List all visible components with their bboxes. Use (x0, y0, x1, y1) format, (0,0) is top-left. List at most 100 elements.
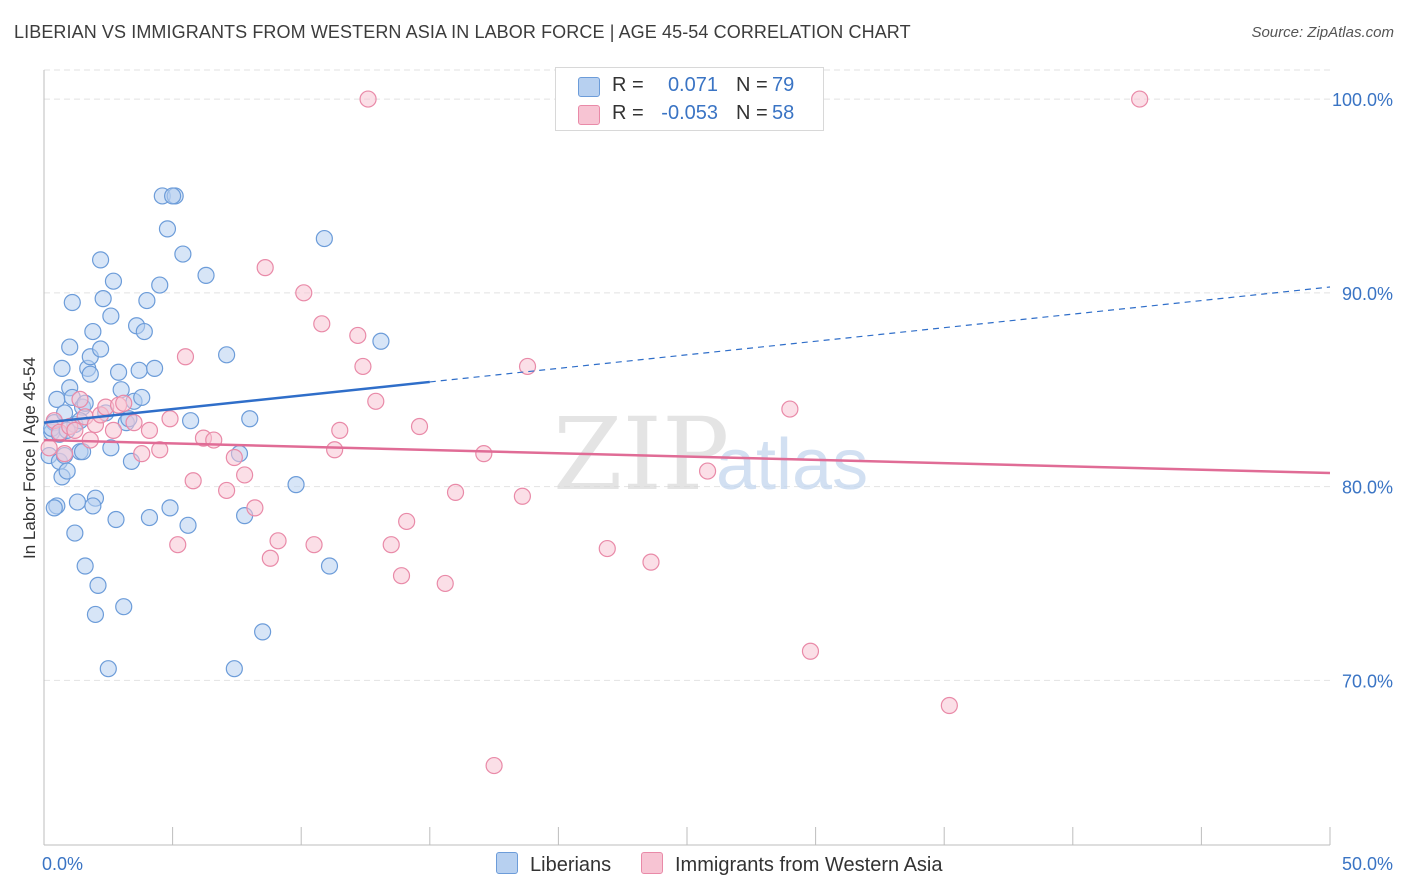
r-label: R = (612, 102, 644, 124)
legend-item-liberians[interactable]: Liberians (496, 852, 611, 877)
western-asia-point (940, 696, 958, 715)
western-asia-point (398, 512, 416, 531)
r-label: R = (612, 74, 644, 96)
liberian-point (104, 272, 123, 290)
liberian-point (109, 363, 128, 381)
western-asia-point (331, 421, 349, 439)
liberians-trend-extension (429, 286, 1331, 383)
western-asia-point (513, 487, 531, 505)
liberian-point (145, 359, 164, 377)
western-asia-point (115, 394, 133, 412)
western-asia-point (485, 756, 503, 775)
liberian-point (161, 499, 179, 517)
liberian-point (45, 499, 63, 517)
liberian-point (179, 516, 197, 534)
western-asia-point (161, 410, 179, 428)
liberian-point (151, 276, 169, 294)
western-asia-point (1131, 90, 1149, 108)
western-asia-point (313, 315, 331, 333)
legend-label-liberians: Liberians (530, 854, 612, 876)
liberian-point (315, 229, 333, 248)
western-asia-swatch (578, 105, 600, 125)
liberian-point (84, 497, 102, 515)
western-asia-point (140, 421, 159, 439)
western-asia-point (133, 445, 151, 463)
liberians-trend-line (43, 380, 430, 424)
stats-row-liberians: R = 0.071 N = 79 (556, 72, 823, 100)
liberian-point (91, 251, 110, 269)
western-asia-point (367, 392, 385, 410)
western-asia-point (218, 481, 236, 500)
liberian-point (91, 340, 110, 358)
western-asia-point (246, 499, 264, 517)
n-value: 79 (772, 74, 795, 96)
western-asia-point (236, 466, 254, 484)
r-value: 0.071 (667, 74, 718, 96)
liberian-point (68, 493, 87, 511)
western-asia-point (801, 642, 820, 660)
liberian-point (99, 660, 117, 678)
western-asia-point (598, 539, 616, 558)
western-asia-point (392, 567, 411, 585)
liberian-point (89, 576, 107, 594)
western-asia-point (125, 414, 143, 432)
liberian-point (197, 266, 215, 284)
n-value: 58 (772, 102, 795, 124)
western-asia-point (40, 439, 58, 457)
liberian-point (241, 410, 259, 428)
liberian-point (81, 365, 99, 383)
liberian-point (135, 322, 153, 341)
western-asia-point (104, 421, 123, 439)
western-asia-point (382, 536, 400, 554)
liberian-point (115, 598, 133, 616)
western-asia-point (475, 445, 493, 463)
western-asia-point (518, 357, 537, 376)
y-axis-title: In Labor Force | Age 45-54 (20, 357, 39, 559)
western-asia-point (55, 445, 74, 463)
liberian-point (94, 290, 112, 308)
liberian-point (254, 623, 272, 641)
r-value: -0.053 (661, 102, 718, 124)
liberian-point (86, 605, 105, 624)
liberian-point (61, 338, 79, 356)
y-tick-label: 90.0% (1342, 284, 1393, 304)
western-asia-point (410, 417, 429, 436)
western-asia-point (305, 536, 323, 554)
liberian-point (140, 508, 159, 527)
y-tick-label: 70.0% (1342, 671, 1393, 691)
stats-legend: R = 0.071 N = 79 R = -0.053 N = 58 (555, 67, 824, 131)
western-asia-point (225, 448, 243, 467)
liberian-point (53, 359, 71, 377)
western-asia-point (359, 90, 377, 108)
liberian-point (63, 293, 81, 312)
liberian-point (320, 557, 339, 575)
western-asia-legend-swatch (641, 852, 663, 874)
liberians-swatch (578, 77, 600, 97)
western-asia-point (642, 553, 660, 571)
liberian-point (107, 510, 125, 529)
source-credit: Source: ZipAtlas.com (1251, 24, 1394, 41)
western-asia-point (269, 532, 287, 550)
x-tick-label-max: 50.0% (1342, 854, 1393, 874)
western-asia-point (151, 441, 169, 459)
y-tick-label: 80.0% (1342, 478, 1393, 498)
western-asia-point (71, 390, 89, 408)
liberian-point (287, 476, 305, 494)
western-asia-point (256, 259, 274, 277)
legend-item-western-asia[interactable]: Immigrants from Western Asia (641, 852, 942, 877)
western-asia-point (261, 549, 279, 567)
liberian-point (372, 332, 390, 350)
watermark-atlas: atlas (716, 425, 868, 505)
western-asia-point (184, 472, 202, 490)
liberian-point (225, 660, 243, 678)
liberian-point (102, 307, 120, 325)
liberian-point (76, 557, 94, 575)
western-asia-point (781, 400, 799, 418)
legend-label-western-asia: Immigrants from Western Asia (675, 854, 943, 876)
western-asia-point (698, 462, 717, 480)
western-asia-point (354, 357, 372, 376)
liberian-point (158, 220, 177, 238)
liberian-point (58, 462, 76, 480)
western-asia-point (66, 421, 84, 439)
